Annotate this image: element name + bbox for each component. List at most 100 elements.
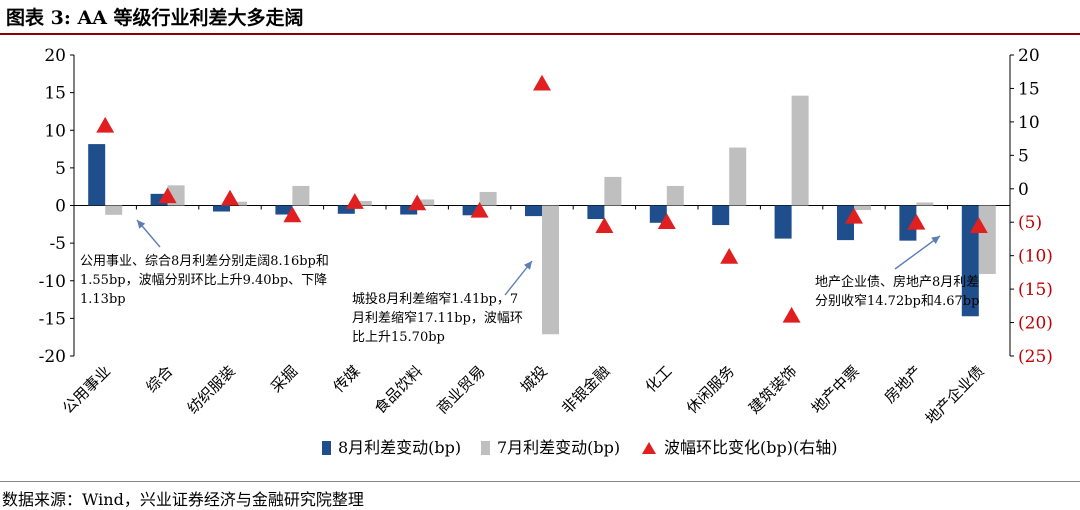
bar-jul-7 bbox=[542, 205, 559, 335]
marker-1 bbox=[158, 187, 177, 204]
bar-jul-14 bbox=[978, 205, 996, 274]
bar-aug-11 bbox=[774, 205, 792, 239]
chart: 20 15 10 5 0 -5 -10 -15 -20 20 15 10 5 0 (5) (10) (15) (2… bbox=[39, 46, 1053, 457]
category-label: 地产中票 bbox=[808, 362, 863, 417]
marker-5 bbox=[408, 194, 427, 211]
annotation-arrow-property bbox=[894, 235, 941, 270]
right-axis-tick-label: 15 bbox=[1018, 79, 1040, 99]
right-axis-tick-label: (15) bbox=[1018, 280, 1053, 300]
left-axis-tick-label: 10 bbox=[44, 121, 66, 141]
legend-label-marker: 波幅环比变化(bp)(右轴) bbox=[664, 438, 837, 457]
category-label: 非银金融 bbox=[558, 362, 613, 417]
left-axis-tick-label: -20 bbox=[39, 347, 66, 367]
bar-jul-2 bbox=[230, 201, 247, 206]
bar-jul-5 bbox=[417, 199, 435, 206]
category-label: 采掘 bbox=[267, 362, 301, 396]
right-axis-tick-label: (20) bbox=[1018, 314, 1053, 334]
category-label: 休闲服务 bbox=[683, 362, 738, 417]
marker-9 bbox=[657, 213, 676, 229]
annotation-property: 地产企业债、房地产8月利差 bbox=[815, 274, 979, 290]
bar-jul-3 bbox=[292, 185, 310, 206]
annotation-arrow-chengtou-head bbox=[523, 261, 532, 270]
bar-jul-4 bbox=[354, 200, 372, 206]
annotation-utilities: 公用事业、综合8月利差分别走阔8.16bp和 bbox=[80, 254, 329, 269]
bar-aug-9 bbox=[649, 205, 667, 223]
left-axis-tick-label: 15 bbox=[44, 84, 66, 104]
left-axis-tick-label: 5 bbox=[55, 159, 66, 179]
bar-aug-14 bbox=[961, 205, 979, 317]
bar-aug-3 bbox=[275, 205, 293, 215]
marker-11 bbox=[782, 306, 801, 323]
bar-jul-11 bbox=[791, 95, 809, 206]
category-label: 商业贸易 bbox=[433, 362, 488, 417]
category-label: 综合 bbox=[142, 362, 176, 396]
bar-jul-9 bbox=[666, 185, 684, 206]
marker-0 bbox=[96, 116, 115, 133]
annotation-utilities: 1.13bp bbox=[80, 292, 126, 307]
marker-2 bbox=[221, 189, 239, 206]
category-label: 化工 bbox=[642, 362, 676, 396]
marker-10 bbox=[720, 248, 739, 264]
marker-4 bbox=[345, 193, 364, 209]
bar-aug-8 bbox=[587, 205, 605, 220]
category-label: 纺织服装 bbox=[184, 362, 239, 417]
left-axis-tick-label: -5 bbox=[49, 234, 66, 254]
annotation-chengtou: 比上升15.70bp bbox=[352, 330, 445, 345]
annotation-chengtou: 城投8月利差缩窄1.41bp，7 bbox=[352, 291, 518, 307]
bar-aug-13 bbox=[899, 205, 917, 241]
annotation-arrow-property-head bbox=[931, 236, 940, 244]
marker-7 bbox=[533, 74, 551, 91]
marker-12 bbox=[845, 207, 863, 224]
left-axis-tick-label: 0 bbox=[55, 197, 66, 217]
bar-aug-0 bbox=[88, 144, 106, 206]
marker-8 bbox=[595, 217, 614, 233]
right-axis-tick-label: 5 bbox=[1018, 146, 1029, 166]
legend-swatch-aug bbox=[322, 441, 331, 455]
annotation-utilities: 1.55bp，波幅分别环比上升9.40bp、下降 bbox=[80, 273, 327, 288]
annotation-chengtou: 月利差缩窄17.11bp，波幅环 bbox=[352, 310, 523, 326]
right-axis-tick-label: (5) bbox=[1018, 213, 1042, 233]
bar-aug-2 bbox=[213, 205, 230, 212]
bar-aug-10 bbox=[712, 205, 730, 226]
left-axis-tick-label: -15 bbox=[39, 309, 66, 329]
bar-aug-7 bbox=[525, 205, 542, 217]
chart-plot-area: 20 15 10 5 0 -5 -10 -15 -20 20 15 10 5 0 (5) (10) (15) (2… bbox=[39, 46, 1053, 457]
bar-aug-4 bbox=[337, 205, 355, 214]
marker-14 bbox=[969, 217, 988, 233]
legend-swatch-marker bbox=[642, 442, 656, 454]
legend-swatch-jul bbox=[481, 441, 490, 455]
left-axis-tick-label: 20 bbox=[44, 46, 66, 66]
category-label: 房地产 bbox=[881, 362, 926, 407]
marker-6 bbox=[470, 201, 489, 218]
bar-jul-13 bbox=[916, 202, 934, 206]
bar-aug-6 bbox=[462, 205, 480, 216]
category-label: 传媒 bbox=[330, 362, 364, 396]
right-axis-tick-label: 0 bbox=[1018, 180, 1029, 200]
marker-3 bbox=[283, 206, 302, 223]
marker-13 bbox=[907, 213, 926, 230]
category-label: 地产企业债 bbox=[922, 362, 988, 428]
right-axis-tick-label: 20 bbox=[1018, 46, 1040, 66]
right-axis-tick-label: (25) bbox=[1018, 347, 1053, 367]
bar-aug-1 bbox=[150, 193, 168, 206]
category-label: 建筑装饰 bbox=[745, 362, 800, 417]
legend-label-jul: 7月利差变动(bp) bbox=[497, 438, 620, 457]
category-label: 城投 bbox=[517, 362, 551, 396]
right-axis-tick-label: 10 bbox=[1018, 113, 1040, 133]
bottom-rule bbox=[0, 481, 1080, 482]
bar-jul-0 bbox=[105, 205, 123, 215]
source-note: 数据来源：Wind，兴业证券经济与金融研究院整理 bbox=[2, 490, 364, 509]
legend-label-aug: 8月利差变动(bp) bbox=[338, 438, 461, 457]
bar-jul-12 bbox=[854, 205, 871, 211]
category-label: 公用事业 bbox=[59, 362, 114, 417]
annotation-arrow-utilities-head bbox=[137, 220, 146, 229]
category-label: 食品饮料 bbox=[371, 362, 426, 417]
bar-jul-10 bbox=[729, 147, 747, 206]
figure-title: 图表 3: AA 等级行业利差大多走阔 bbox=[6, 7, 304, 29]
left-axis-tick-label: -10 bbox=[39, 272, 66, 292]
right-axis-tick-label: (10) bbox=[1018, 247, 1053, 267]
bar-jul-6 bbox=[479, 191, 497, 206]
bar-jul-8 bbox=[604, 176, 622, 206]
title-rule bbox=[0, 33, 1080, 35]
annotation-property: 分别收窄14.72bp和4.67bp bbox=[815, 293, 979, 309]
